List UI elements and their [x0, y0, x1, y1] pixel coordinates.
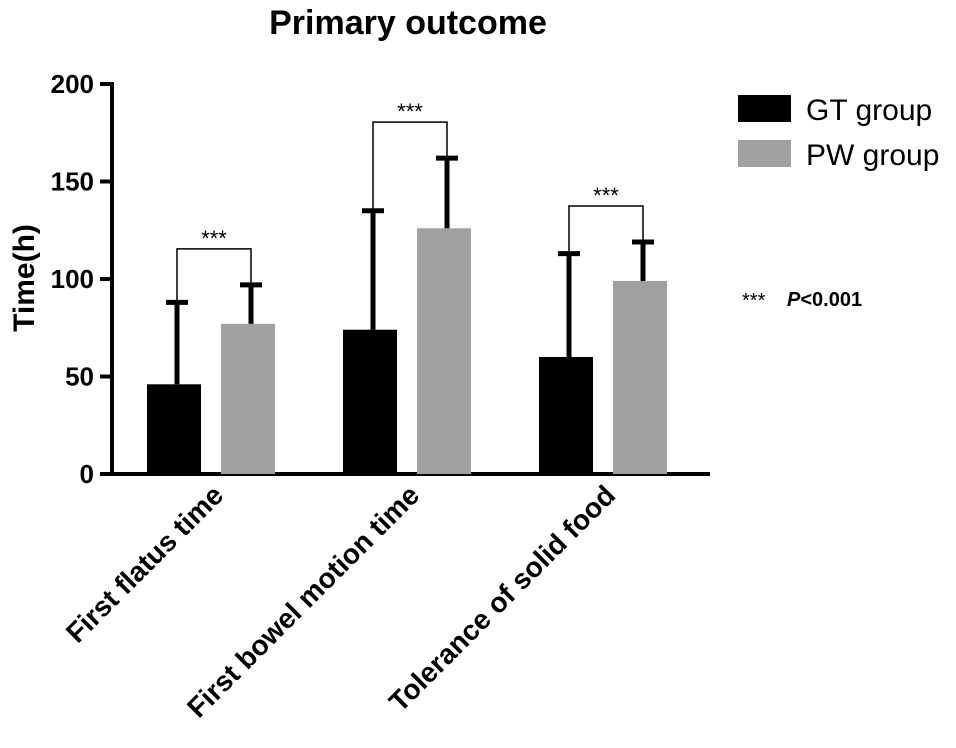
- category-label: First flatus time: [60, 479, 229, 648]
- legend-label: GT group: [806, 94, 932, 127]
- y-axis-label: Time(h): [8, 224, 41, 332]
- bar-gt: [343, 329, 397, 474]
- bar-pw: [613, 280, 667, 474]
- note-p-threshold: <0.001: [800, 289, 862, 311]
- significance-bracket: [176, 248, 252, 303]
- category-label: First bowel motion time: [181, 479, 425, 723]
- bars: *** *** ***: [147, 99, 667, 474]
- y-tick-label: 200: [51, 69, 94, 99]
- bar-pw: [221, 323, 275, 474]
- significance-note: *** P<0.001: [742, 289, 862, 312]
- y-tick-label: 150: [51, 167, 94, 197]
- note-p-value: P<0.001: [787, 289, 862, 311]
- category-label: Tolerance of solid food: [383, 479, 621, 717]
- bar-pw: [417, 228, 471, 474]
- note-p-label: P: [787, 289, 801, 311]
- significance-stars: ***: [593, 183, 619, 208]
- axes: 0 50 100 150 200: [51, 69, 710, 489]
- y-tick-label: 50: [65, 362, 94, 392]
- bar-gt: [147, 384, 201, 474]
- significance-stars: ***: [397, 99, 423, 124]
- note-stars: ***: [742, 290, 766, 312]
- bar-gt: [539, 357, 593, 474]
- legend-swatch: [738, 95, 791, 122]
- legend-swatch: [738, 140, 791, 167]
- legend: GT group PW group: [738, 94, 939, 172]
- legend-label: PW group: [806, 139, 939, 172]
- significance-stars: ***: [201, 226, 227, 251]
- y-tick-label: 100: [51, 264, 94, 294]
- chart-title: Primary outcome: [269, 4, 547, 42]
- y-tick-label: 0: [80, 459, 94, 489]
- significance-bracket: [372, 121, 448, 211]
- significance-bracket: [568, 205, 644, 254]
